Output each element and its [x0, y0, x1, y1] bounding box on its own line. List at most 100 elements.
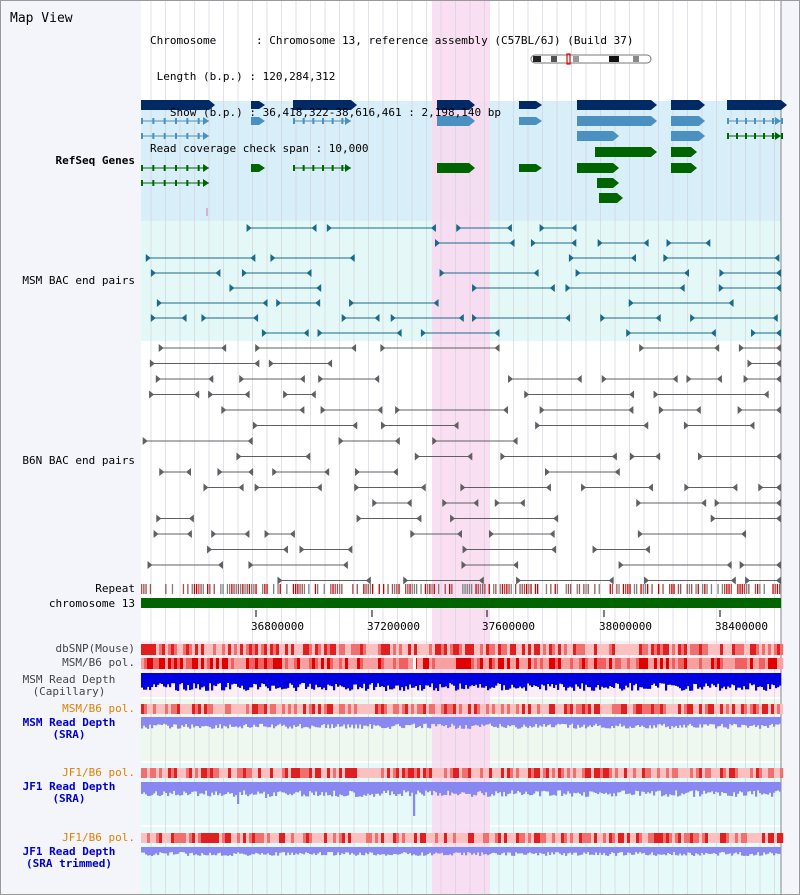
- dbsnp-density: [753, 644, 757, 655]
- msm-bac-pair-end: [690, 314, 696, 322]
- b6n-bac-pair-end: [365, 576, 371, 585]
- refseq-strand-arrow: [469, 163, 475, 173]
- msm-bac-pair-end: [349, 299, 355, 307]
- b6n-bac-pair-end: [758, 483, 764, 492]
- msm-b6-pol-density: [480, 658, 484, 669]
- refseq-exon: [293, 118, 295, 124]
- dbsnp-density: [588, 644, 592, 655]
- b6n-bac-label[interactable]: B6N BAC end pairs: [22, 454, 135, 467]
- jf1-b6-pol-density: [399, 768, 403, 778]
- jf1-depth-trimmed-bar: [591, 847, 594, 855]
- msm-b6-pol-density: [405, 658, 409, 669]
- dbsnp-density: [336, 644, 340, 655]
- dbsnp-density: [597, 644, 601, 655]
- msm-b6-pol-sra-density: [345, 704, 349, 714]
- dbsnp-density: [177, 644, 181, 655]
- jf1-b6-pol-trim-density: [651, 833, 655, 843]
- msm-depth-sra-bar: [625, 717, 628, 729]
- msm-b6-pol-sra-density: [531, 704, 535, 714]
- jf1-b6-pol-trim-density: [465, 833, 469, 843]
- jf1-b6-pol-trim-density: [231, 833, 235, 843]
- dbsnp-density: [405, 644, 409, 655]
- repeat-element: [149, 584, 152, 594]
- jf1-b6-pol-density: [183, 768, 187, 778]
- msm-depth-sra-label[interactable]: MSM Read Depth (SRA): [22, 716, 116, 741]
- dbsnp-density: [621, 644, 625, 655]
- msm-b6-pol-density: [282, 658, 286, 669]
- b6n-bac-pair-end: [381, 421, 387, 430]
- repeat-element: [411, 584, 413, 594]
- dbsnp-density: [690, 644, 694, 655]
- msm-depth-sra-bar: [779, 717, 782, 724]
- msm-depth-sra-bar: [395, 717, 398, 725]
- jf1-b6-pol-density: [258, 768, 262, 778]
- jf1-b6-pol-label[interactable]: JF1/B6 pol.: [62, 766, 135, 779]
- chromosome-ideogram[interactable]: [529, 53, 653, 65]
- dbsnp-density: [774, 644, 778, 655]
- msm-b6-pol-density: [312, 658, 316, 669]
- dbsnp-density: [435, 644, 439, 655]
- msm-depth-capillary-bar: [757, 673, 760, 688]
- refseq-exon: [175, 165, 177, 171]
- dbsnp-density: [330, 644, 334, 655]
- msm-depth-capillary-bar: [563, 673, 566, 687]
- jf1-depth-sra-bar: [579, 782, 582, 794]
- jf1-b6-pol-trim-density: [213, 833, 217, 843]
- b6n-bac-pair-end: [478, 576, 484, 585]
- msm-b6-pol-sra-label[interactable]: MSM/B6 pol.: [62, 702, 135, 715]
- msm-depth-capillary-bar: [641, 673, 644, 688]
- dbsnp-density: [510, 644, 514, 655]
- jf1-depth-trimmed-label[interactable]: JF1 Read Depth (SRA trimmed): [22, 845, 116, 870]
- jf1-b6-pol-trim-density: [270, 833, 274, 843]
- jf1-b6-pol-density: [522, 768, 526, 778]
- jf1-depth-trimmed-bar: [155, 847, 158, 854]
- msm-b6-pol-density: [171, 658, 175, 669]
- msm-depth-capillary-bar: [777, 673, 780, 688]
- msm-depth-sra-bar: [475, 717, 478, 725]
- jf1-b6-pol-density: [426, 768, 430, 778]
- jf1-b6-pol-trimmed-label[interactable]: JF1/B6 pol.: [62, 831, 135, 844]
- jf1-depth-sra-bar: [569, 782, 572, 794]
- msm-b6-pol-sra-density: [486, 704, 490, 714]
- msm-depth-sra-bar: [533, 717, 536, 727]
- jf1-depth-sra-bar: [295, 782, 298, 792]
- dbsnp-density: [723, 644, 727, 655]
- msm-b6-pol-sra-density: [195, 704, 199, 714]
- msm-b6-pol-sra-density: [474, 704, 478, 714]
- repeat-element: [396, 584, 398, 594]
- msm-b6-pol-density: [594, 658, 598, 669]
- msm-b6-pol-label[interactable]: MSM/B6 pol.: [62, 656, 135, 669]
- jf1-depth-sra-label[interactable]: JF1 Read Depth (SRA): [22, 780, 116, 805]
- jf1-depth-sra-bar: [599, 782, 602, 793]
- jf1-depth-trimmed-bar: [471, 847, 474, 855]
- dbsnp-density: [663, 644, 667, 655]
- msm-bac-label[interactable]: MSM BAC end pairs: [22, 274, 135, 287]
- dbsnp-label[interactable]: dbSNP(Mouse): [55, 642, 135, 655]
- msm-b6-pol-density: [186, 658, 190, 669]
- jf1-depth-sra-bar: [209, 782, 212, 797]
- b6n-bac-pair-end: [194, 390, 200, 399]
- msm-b6-pol-sra-density: [765, 704, 769, 714]
- msm-b6-pol-density: [363, 658, 367, 669]
- dbsnp-density: [492, 644, 496, 655]
- jf1-b6-pol-trim-density: [660, 833, 664, 843]
- msm-depth-capillary-label[interactable]: MSM Read Depth (Capillary): [22, 673, 116, 698]
- refseq-genes-label[interactable]: RefSeq Genes: [55, 154, 135, 167]
- msm-b6-pol-sra-density: [153, 704, 157, 714]
- repeat-element: [622, 584, 625, 594]
- msm-b6-pol-density: [606, 658, 610, 669]
- b6n-bac-pair-end: [730, 576, 736, 585]
- msm-depth-capillary-bar: [351, 673, 354, 690]
- jf1-depth-sra-bar: [551, 782, 554, 796]
- jf1-depth-trimmed-bar: [233, 847, 236, 854]
- repeat-element: [746, 584, 748, 594]
- jf1-b6-pol-density: [459, 768, 463, 778]
- jf1-depth-sra-bar: [705, 782, 708, 794]
- jf1-depth-sra-bar: [557, 782, 560, 791]
- jf1-b6-pol-density: [237, 768, 241, 778]
- refseq-gene: [671, 163, 691, 173]
- jf1-depth-sra-bar: [149, 782, 152, 796]
- dbsnp-density: [762, 644, 766, 655]
- repeat-element: [449, 584, 451, 594]
